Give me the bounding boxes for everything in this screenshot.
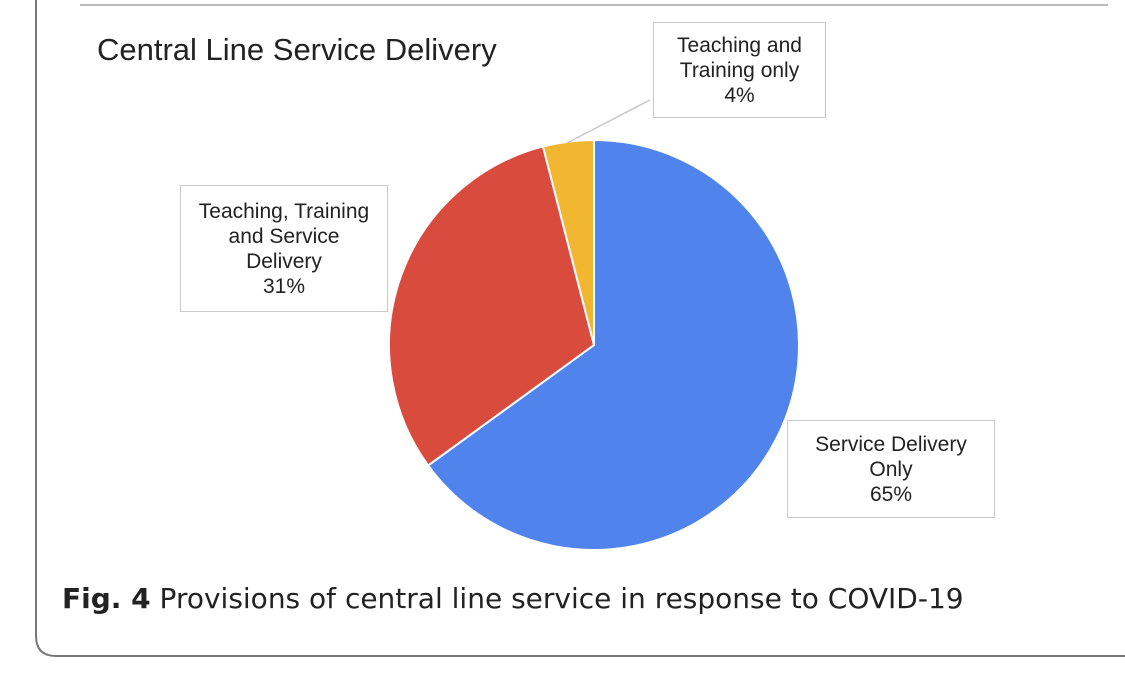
- figure-border: [35, 0, 1125, 657]
- caption-text: Provisions of central line service in re…: [159, 582, 964, 615]
- label-value: 65%: [869, 482, 913, 506]
- chart-title: Central Line Service Delivery: [97, 32, 497, 67]
- data-label: Teaching and Training only 4%: [653, 22, 826, 118]
- caption-label: Fig. 4: [62, 582, 151, 615]
- data-label: Service Delivery Only 65%: [787, 420, 995, 518]
- label-category: Teaching, Training and Service Delivery: [198, 199, 370, 273]
- label-category: Service Delivery Only: [815, 432, 967, 481]
- leader-line: [566, 99, 651, 144]
- label-value: 31%: [262, 274, 306, 298]
- pie-slice: [426, 138, 800, 551]
- label-category: Teaching and Training only: [677, 33, 802, 82]
- label-value: 4%: [724, 83, 755, 107]
- pie-slice: [388, 145, 596, 467]
- caption: Fig. 4 Provisions of central line servic…: [62, 582, 964, 615]
- data-label: Teaching, Training and Service Delivery 3…: [180, 185, 388, 312]
